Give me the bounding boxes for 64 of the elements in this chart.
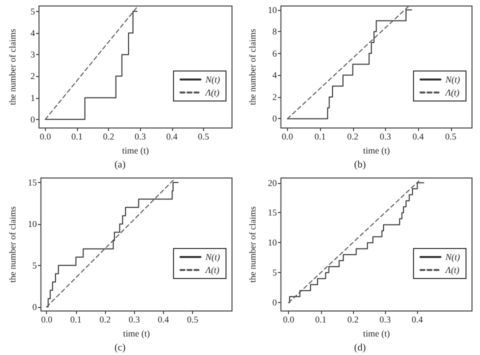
legend-label: Λ(t) [204,88,220,98]
y-axis-title: the number of claims [248,206,258,283]
x-tick-label: 0.2 [102,132,114,142]
y-tick-label: 15 [28,178,38,188]
x-tick-label: 0.3 [128,314,140,324]
x-axis-title: time (t) [123,328,150,338]
x-tick-label: 0.2 [99,314,111,324]
y-tick-label: 10 [268,238,278,248]
y-tick-label: 20 [268,178,278,188]
y-tick-label: 15 [268,208,278,218]
x-tick-label: 0.4 [412,132,424,142]
x-tick-label: 0.0 [41,314,53,324]
y-tick-label: 4 [272,70,278,80]
x-tick-label: 0.2 [347,132,358,142]
y-tick-label: 5 [272,268,278,278]
y-tick-label: 0 [272,298,278,308]
x-tick-label: 0.1 [315,314,326,324]
x-tick-label: 0.5 [186,314,199,324]
legend-label: Λ(t) [444,88,460,98]
x-tick-label: 0.0 [40,132,52,142]
legend-label: N(t) [444,74,460,84]
y-tick-label: 6 [272,48,278,58]
y-axis-title: the number of claims [8,28,18,106]
x-tick-label: 0.4 [412,314,424,324]
legend-label: Λ(t) [204,265,220,275]
text: (d) [354,342,366,354]
x-tick-label: 0.0 [282,314,295,324]
legend-label: N(t) [444,252,460,262]
x-tick-label: 0.3 [380,314,392,324]
y-tick-label: 10 [28,218,38,229]
legend-label: Λ(t) [444,265,460,275]
text: (a) [114,160,126,170]
x-tick-label: 0.4 [158,314,170,324]
y-tick-label: 5 [32,260,38,270]
text: (b) [354,160,366,170]
x-tick-label: 0.1 [71,132,83,142]
text: (c) [114,342,126,354]
y-tick-label: 5 [30,6,36,16]
legend-label: N(t) [204,252,220,262]
x-axis-title: time (t) [363,145,390,156]
y-axis-title: the number of claims [248,28,258,106]
x-tick-label: 0.5 [445,132,457,142]
y-tick-label: 0 [272,114,278,124]
x-tick-label: 0.1 [70,314,82,324]
legend-label: N(t) [204,74,220,84]
x-axis-title: time (t) [363,328,390,338]
y-tick-label: 2 [30,71,35,82]
y-tick-label: 8 [272,26,278,37]
x-tick-label: 0.1 [314,132,326,142]
y-tick-label: 10 [268,4,278,15]
y-tick-label: 3 [30,50,36,60]
y-tick-label: 1 [30,92,35,103]
x-axis-title: time (t) [122,145,149,156]
x-tick-label: 0.2 [347,314,359,324]
x-tick-label: 0.4 [166,132,178,142]
y-tick-label: 2 [272,92,277,102]
y-tick-label: 0 [30,114,36,124]
x-tick-label: 0.5 [198,132,210,142]
x-tick-label: 0.3 [134,132,146,142]
x-tick-label: 0.3 [380,132,392,142]
y-tick-label: 0 [32,302,38,312]
y-axis-title: the number of claims [8,206,18,283]
x-tick-label: 0.0 [282,132,294,142]
y-tick-label: 4 [30,28,36,38]
